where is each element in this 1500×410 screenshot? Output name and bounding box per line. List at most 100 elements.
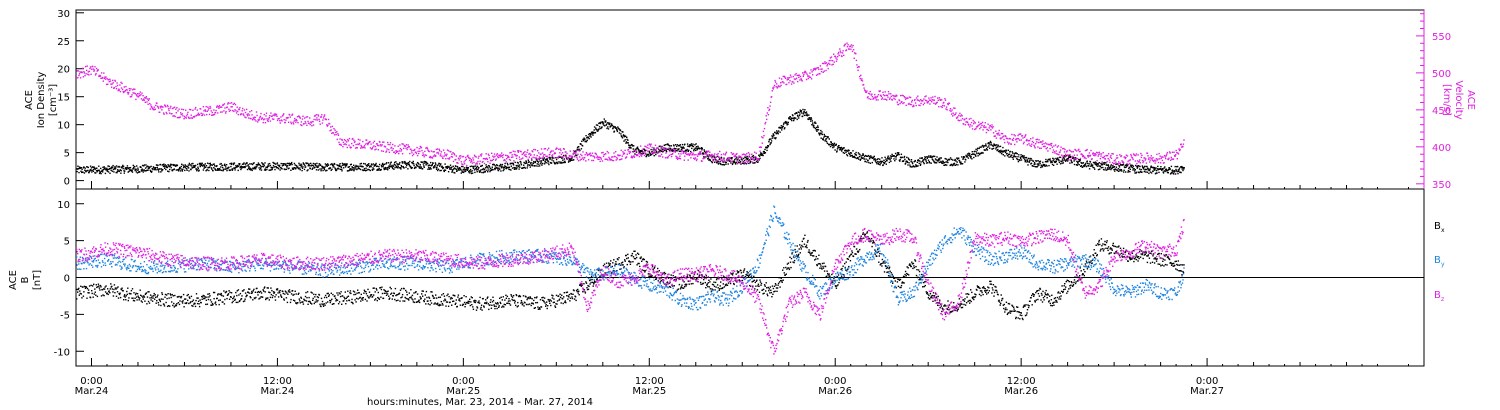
ion-density-series-point [707,158,709,160]
ion-density-series-point [280,167,282,169]
ion-density-series-point [1125,164,1128,166]
ion-density-series-point [731,157,733,159]
ion-density-series-point [211,164,213,166]
ion-density-series-point [368,163,370,165]
ion-density-series-point [670,148,672,150]
velocity-series-point [269,115,271,117]
velocity-series-point [1031,140,1034,143]
ion-density-series-point [170,164,173,166]
ion-density-series-point [404,160,406,163]
ion-density-series-point [601,122,603,124]
velocity-series-point [641,155,643,157]
velocity-series-point [405,144,408,146]
velocity-series-point [671,153,673,155]
ion-density-series-point [319,168,321,170]
velocity-series-point [799,75,802,78]
velocity-series-point [774,81,777,83]
velocity-series-point [134,88,136,90]
velocity-series-point [103,72,105,74]
velocity-series-point [565,151,567,153]
velocity-series-point [274,114,276,117]
ion-density-series-point [605,123,608,126]
velocity-series-point [141,92,143,94]
velocity-series-point [1081,154,1083,156]
ion-density-series-point [370,163,373,165]
ion-density-series-point [1038,164,1040,166]
ion-density-series-point [906,156,908,159]
ion-density-series-point [977,147,979,149]
velocity-series-point [352,137,354,140]
velocity-series-point [293,120,295,122]
velocity-series-point [269,120,272,122]
ion-density-series-point [990,142,992,144]
ion-density-series-point [209,165,211,167]
ion-density-series-point [1041,166,1044,168]
ion-density-series-point [956,161,958,163]
ion-density-series-point [535,160,537,163]
ion-density-series-point [337,164,339,167]
velocity-series-point [513,160,515,162]
velocity-series-point [915,104,917,107]
ion-density-series-point [1101,163,1103,165]
velocity-series-point [947,103,949,106]
velocity-series-point [995,137,998,139]
velocity-series-point [444,152,446,154]
x-tick-time: 0:00 [824,376,846,387]
ion-density-series-point [905,161,907,163]
ion-density-series-point [949,164,951,167]
ion-density-series-point [455,165,457,168]
velocity-series-point [493,156,495,158]
velocity-series-point [1001,133,1004,135]
velocity-series-point [807,75,809,77]
velocity-series-point [729,157,731,159]
velocity-series-point [388,149,390,151]
ion-density-series-point [796,112,798,114]
velocity-series-point [561,156,563,158]
velocity-series-point [128,87,130,90]
velocity-series-point [1120,155,1123,157]
velocity-series-point [289,116,291,118]
ion-density-series-point [205,170,207,172]
ion-density-series-point [1077,161,1080,163]
velocity-series-point [291,114,293,116]
ion-density-series-point [1138,165,1140,167]
bottom-left-tick-label: -10 [54,347,70,358]
velocity-series-point [143,99,145,101]
velocity-series-point [192,109,194,111]
ion-density-series-point [427,168,429,170]
ion-density-series-point [667,144,669,146]
ion-density-series-point [1088,168,1091,170]
velocity-series-point [548,147,550,149]
velocity-series-point [295,119,298,121]
velocity-series-point [361,145,363,148]
ion-density-series-point [475,165,477,167]
velocity-series-point [468,159,471,162]
ion-density-series-point [925,160,927,162]
velocity-series-point [233,110,235,113]
velocity-series-point [223,103,226,105]
ion-density-series-point [271,168,273,170]
ion-density-series-point [371,164,373,166]
velocity-series-point [514,150,516,153]
ion-density-series-point [854,153,856,155]
ion-density-series-point [587,136,589,138]
velocity-series-point [481,153,483,155]
velocity-series-point [966,121,969,123]
velocity-series-point [978,121,980,123]
ion-density-series-point [1095,163,1097,166]
ion-density-series-point [944,157,946,160]
ion-density-series-point [871,156,873,158]
ion-density-series-point [848,152,850,154]
ion-density-series-point [925,159,927,161]
ion-density-series-point [1117,168,1119,170]
velocity-series-point [1100,155,1102,157]
velocity-series-point [514,154,517,156]
ion-density-series-point [1153,168,1155,170]
ion-density-series-point [383,167,385,169]
ion-density-series-point [1104,169,1106,171]
ion-density-series-point [139,171,141,173]
velocity-series-point [326,124,328,126]
ion-density-series-point [1084,164,1087,166]
velocity-series-point [308,122,310,124]
ion-density-series-point [906,161,909,164]
